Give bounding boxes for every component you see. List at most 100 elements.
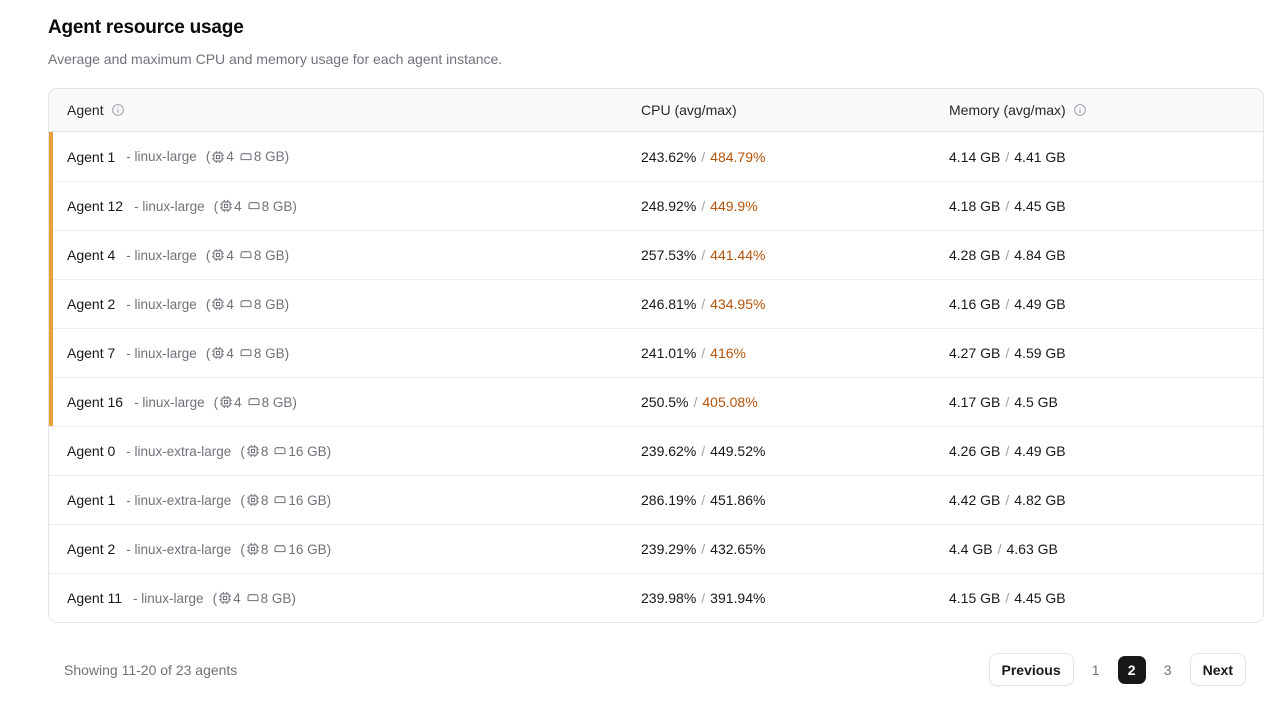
cpu-max-value: 416% (710, 345, 746, 361)
agents-table: Agent CPU (avg/max) Memory (avg/max) Age… (48, 88, 1264, 623)
cpu-count: 4 (233, 590, 241, 606)
cpu-count: 4 (226, 247, 234, 263)
memory-avg-value: 4.15 GB (949, 590, 1001, 606)
memory-avg-value: 4.27 GB (949, 345, 1001, 361)
info-icon[interactable] (111, 103, 125, 117)
cpu-cell: 248.92%/449.9% (641, 198, 758, 214)
memory-max-value: 4.49 GB (1014, 443, 1066, 459)
memory-size: 8 GB (253, 296, 285, 312)
cpu-chip-icon (210, 150, 226, 164)
cpu-max-value: 449.52% (710, 443, 766, 459)
agent-cell: Agent 12 - linux-large (4 8 GB) (49, 198, 641, 214)
memory-size: 8 GB (253, 149, 285, 164)
next-button[interactable]: Next (1189, 653, 1246, 686)
agent-name: Agent 1 (67, 492, 116, 508)
memory-cell: 4.28 GB/4.84 GB (949, 247, 1066, 263)
agent-cell: Agent 2 - linux-large (4 8 GB) (49, 296, 641, 312)
agent-specs: (4 8 GB) (213, 198, 297, 214)
cpu-cell: 239.62%/449.52% (641, 443, 766, 459)
cpu-avg-value: 239.98% (641, 590, 697, 606)
cpu-count: 8 (260, 443, 269, 459)
table-row: Agent 7 - linux-large (4 8 GB) 241.01%/41… (49, 328, 1263, 377)
cpu-chip-icon (245, 542, 261, 556)
table-row: Agent 11 - linux-large (4 8 GB) 239.98%/3… (49, 573, 1263, 622)
cpu-avg-value: 248.92% (641, 198, 697, 214)
agent-type: - linux-large (134, 394, 205, 410)
agent-type: - linux-large (126, 247, 197, 263)
cpu-avg-value: 246.81% (641, 296, 697, 312)
table-row: Agent 1 - linux-large (4 8 GB) 243.62%/48… (49, 132, 1263, 181)
info-icon[interactable] (1073, 103, 1087, 117)
cpu-chip-icon (210, 248, 226, 262)
memory-max-value: 4.49 GB (1014, 296, 1066, 312)
memory-cell: 4.4 GB/4.63 GB (949, 541, 1058, 557)
previous-button[interactable]: Previous (988, 653, 1074, 686)
cpu-max-value: 405.08% (702, 394, 758, 410)
agent-type: - linux-large (134, 198, 205, 214)
page-subtitle: Average and maximum CPU and memory usage… (48, 51, 503, 67)
agent-name: Agent 0 (67, 443, 116, 459)
agent-cell: Agent 4 - linux-large (4 8 GB) (49, 247, 641, 263)
ram-icon (272, 542, 288, 556)
agent-cell: Agent 7 - linux-large (4 8 GB) (49, 345, 641, 361)
page-title: Agent resource usage (48, 17, 244, 38)
ram-icon (246, 199, 262, 213)
agent-type: - linux-large (126, 149, 197, 164)
memory-max-value: 4.41 GB (1014, 148, 1066, 165)
cpu-max-value: 441.44% (710, 247, 766, 263)
agent-name: Agent 16 (67, 394, 124, 410)
memory-size: 8 GB (261, 394, 293, 410)
cpu-cell: 241.01%/416% (641, 345, 746, 361)
cpu-count: 4 (234, 198, 242, 214)
page-button-1[interactable]: 1 (1082, 656, 1110, 684)
table-body: Agent 1 - linux-large (4 8 GB) 243.62%/48… (49, 132, 1263, 622)
memory-max-value: 4.59 GB (1014, 345, 1066, 361)
memory-max-value: 4.5 GB (1014, 394, 1058, 410)
memory-avg-value: 4.14 GB (949, 148, 1001, 165)
page-button-2[interactable]: 2 (1117, 655, 1146, 684)
ram-icon (272, 493, 288, 507)
cpu-avg-value: 243.62% (641, 148, 697, 165)
agent-name: Agent 11 (67, 590, 123, 606)
column-header-cpu: CPU (avg/max) (641, 102, 949, 118)
memory-size: 16 GB (288, 443, 327, 459)
column-header-memory: Memory (avg/max) (949, 102, 1263, 118)
memory-max-value: 4.82 GB (1014, 492, 1066, 508)
cpu-count: 8 (260, 492, 269, 508)
memory-avg-value: 4.4 GB (949, 541, 993, 557)
agent-name: Agent 7 (67, 345, 116, 361)
ram-icon (246, 395, 262, 409)
cpu-cell: 286.19%/451.86% (641, 492, 766, 508)
cpu-avg-value: 286.19% (641, 492, 697, 508)
table-header-row: Agent CPU (avg/max) Memory (avg/max) (49, 89, 1263, 132)
cpu-max-value: 432.65% (710, 541, 766, 557)
agent-name: Agent 4 (67, 247, 116, 263)
memory-avg-value: 4.26 GB (949, 443, 1001, 459)
cpu-count: 4 (226, 149, 234, 164)
agent-resource-usage-panel: Agent resource usage Average and maximum… (48, 17, 1264, 686)
agent-cell: Agent 1 - linux-large (4 8 GB) (49, 149, 641, 165)
cpu-max-value: 391.94% (710, 590, 766, 606)
agent-specs: (4 8 GB) (205, 345, 290, 361)
agent-type: - linux-extra-large (126, 443, 232, 459)
agent-name: Agent 2 (67, 296, 116, 312)
memory-cell: 4.18 GB/4.45 GB (949, 198, 1066, 214)
agent-name: Agent 2 (67, 541, 116, 557)
cpu-chip-icon (245, 493, 261, 507)
cpu-cell: 250.5%/405.08% (641, 394, 758, 410)
agent-name: Agent 12 (67, 198, 124, 214)
page-button-3[interactable]: 3 (1154, 656, 1182, 684)
agent-type: - linux-extra-large (126, 541, 232, 557)
agent-type: - linux-extra-large (126, 492, 232, 508)
memory-avg-value: 4.16 GB (949, 296, 1001, 312)
memory-max-value: 4.84 GB (1014, 247, 1066, 263)
agent-cell: Agent 11 - linux-large (4 8 GB) (49, 590, 641, 606)
cpu-cell: 246.81%/434.95% (641, 296, 766, 312)
cpu-max-value: 449.9% (710, 198, 758, 214)
cpu-count: 4 (234, 394, 242, 410)
ram-icon (245, 591, 261, 605)
cpu-count: 4 (226, 345, 234, 361)
